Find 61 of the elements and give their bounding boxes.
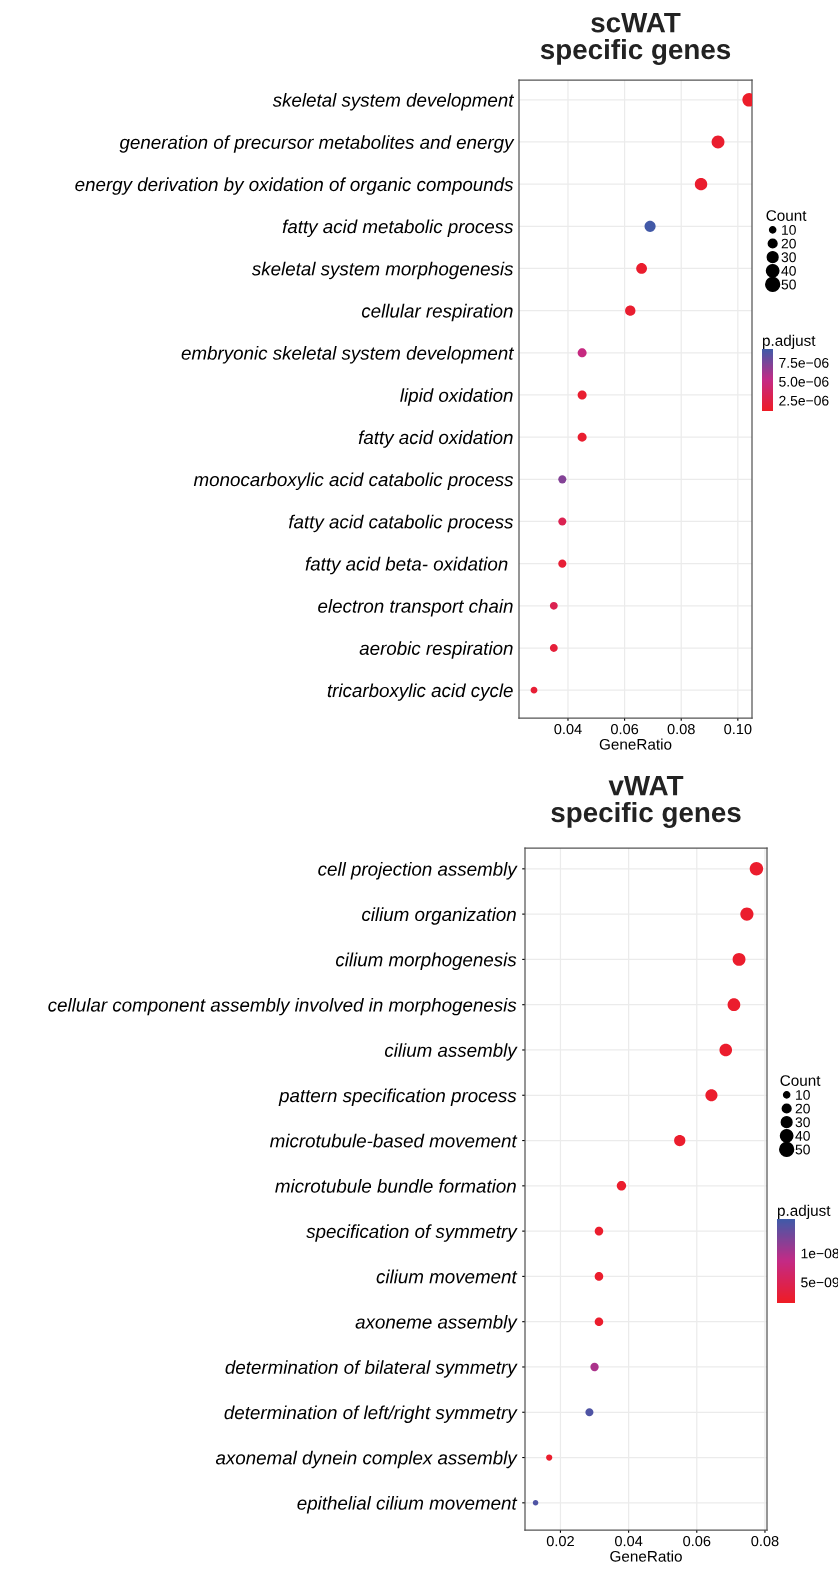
y-tick-label: cilium assembly <box>384 1043 518 1061</box>
y-tick-label: fatty acid metabolic process <box>282 219 514 238</box>
y-tick-label: skeletal system development <box>272 93 515 111</box>
x-tick-label: 0.04 <box>615 1535 643 1547</box>
x-tick-label: 0.10 <box>724 723 752 735</box>
y-tick-label: microtubule bundle formation <box>275 1179 516 1193</box>
legend-label: 20 <box>795 1103 810 1114</box>
x-tick-label: 0.06 <box>610 723 639 735</box>
y-tick-label: microtubule-based movement <box>270 1133 518 1148</box>
legend-title: Count <box>780 1075 821 1086</box>
color-bar-label: 2.5e−06 <box>779 395 829 406</box>
y-tick-label: axonemal dynein complex assembly <box>215 1450 518 1469</box>
y-tick-label: determination of left/right symmetry <box>224 1405 518 1423</box>
x-tick-label: 0.08 <box>667 723 695 735</box>
y-tick-label: skeletal system morphogenesis <box>251 261 514 280</box>
chart-title: vWAT specific genes <box>551 776 741 828</box>
x-axis-title: GeneRatio <box>610 1550 682 1562</box>
y-tick-label: fatty acid beta- oxidation <box>305 556 508 575</box>
legend-label: 20 <box>781 238 796 249</box>
color-bar-label: 5.0e−06 <box>779 376 829 387</box>
chart-title: scWAT specific genes <box>540 13 731 65</box>
y-tick-label: cellular respiration <box>361 303 513 322</box>
color-bar-title: p.adjust <box>762 334 816 349</box>
y-tick-label: determination of bilateral symmetry <box>225 1360 518 1378</box>
x-tick-label: 0.02 <box>546 1535 574 1547</box>
y-tick-label: fatty acid catabolic process <box>288 514 514 533</box>
color-bar-label: 1e−08 <box>801 1248 838 1259</box>
legend-label: 50 <box>781 279 796 290</box>
x-tick-label: 0.04 <box>554 723 582 735</box>
y-tick-label: energy derivation by oxidation of organic compounds <box>75 177 514 195</box>
y-tick-label: cellular component assembly involved in morphogenesis <box>48 997 517 1016</box>
y-tick-label: axoneme assembly <box>355 1314 518 1333</box>
y-tick-label: lipid oxidation <box>400 388 513 406</box>
y-tick-label: cell projection assembly <box>318 862 518 880</box>
legend-label: 30 <box>781 252 796 263</box>
color-bar-label: 5e−09 <box>801 1277 838 1288</box>
y-tick-label: cilium movement <box>376 1269 518 1284</box>
color-bar-title: p.adjust <box>777 1204 831 1219</box>
y-tick-label: fatty acid oxidation <box>358 430 513 448</box>
x-tick-label: 0.06 <box>683 1535 711 1547</box>
legend-label: 40 <box>795 1130 810 1141</box>
legend-label: 10 <box>796 1090 810 1100</box>
y-tick-label: epithelial cilium movement <box>297 1496 518 1514</box>
y-tick-label: specification of symmetry <box>306 1224 518 1242</box>
y-tick-label: cilium organization <box>362 907 516 925</box>
y-tick-label: embryonic skeletal system development <box>181 346 515 364</box>
y-tick-label: generation of precursor metabolites and energy <box>119 135 515 153</box>
legend-label: 50 <box>795 1144 810 1155</box>
y-tick-label: aerobic respiration <box>359 641 513 659</box>
y-tick-label: pattern specification process <box>278 1088 517 1106</box>
y-tick-label: cilium morphogenesis <box>335 952 517 971</box>
legend-label: 30 <box>795 1117 810 1128</box>
legend-label: 10 <box>782 225 796 235</box>
y-tick-label: monocarboxylic acid catabolic process <box>193 472 514 491</box>
legend-label: 40 <box>781 265 796 276</box>
x-tick-label: 0.08 <box>751 1535 779 1547</box>
y-tick-label: tricarboxylic acid cycle <box>327 683 513 701</box>
legend-title: Count <box>766 210 807 221</box>
color-bar-label: 7.5e−06 <box>779 357 829 368</box>
y-tick-label: electron transport chain <box>318 599 513 617</box>
x-axis-title: GeneRatio <box>599 738 672 750</box>
